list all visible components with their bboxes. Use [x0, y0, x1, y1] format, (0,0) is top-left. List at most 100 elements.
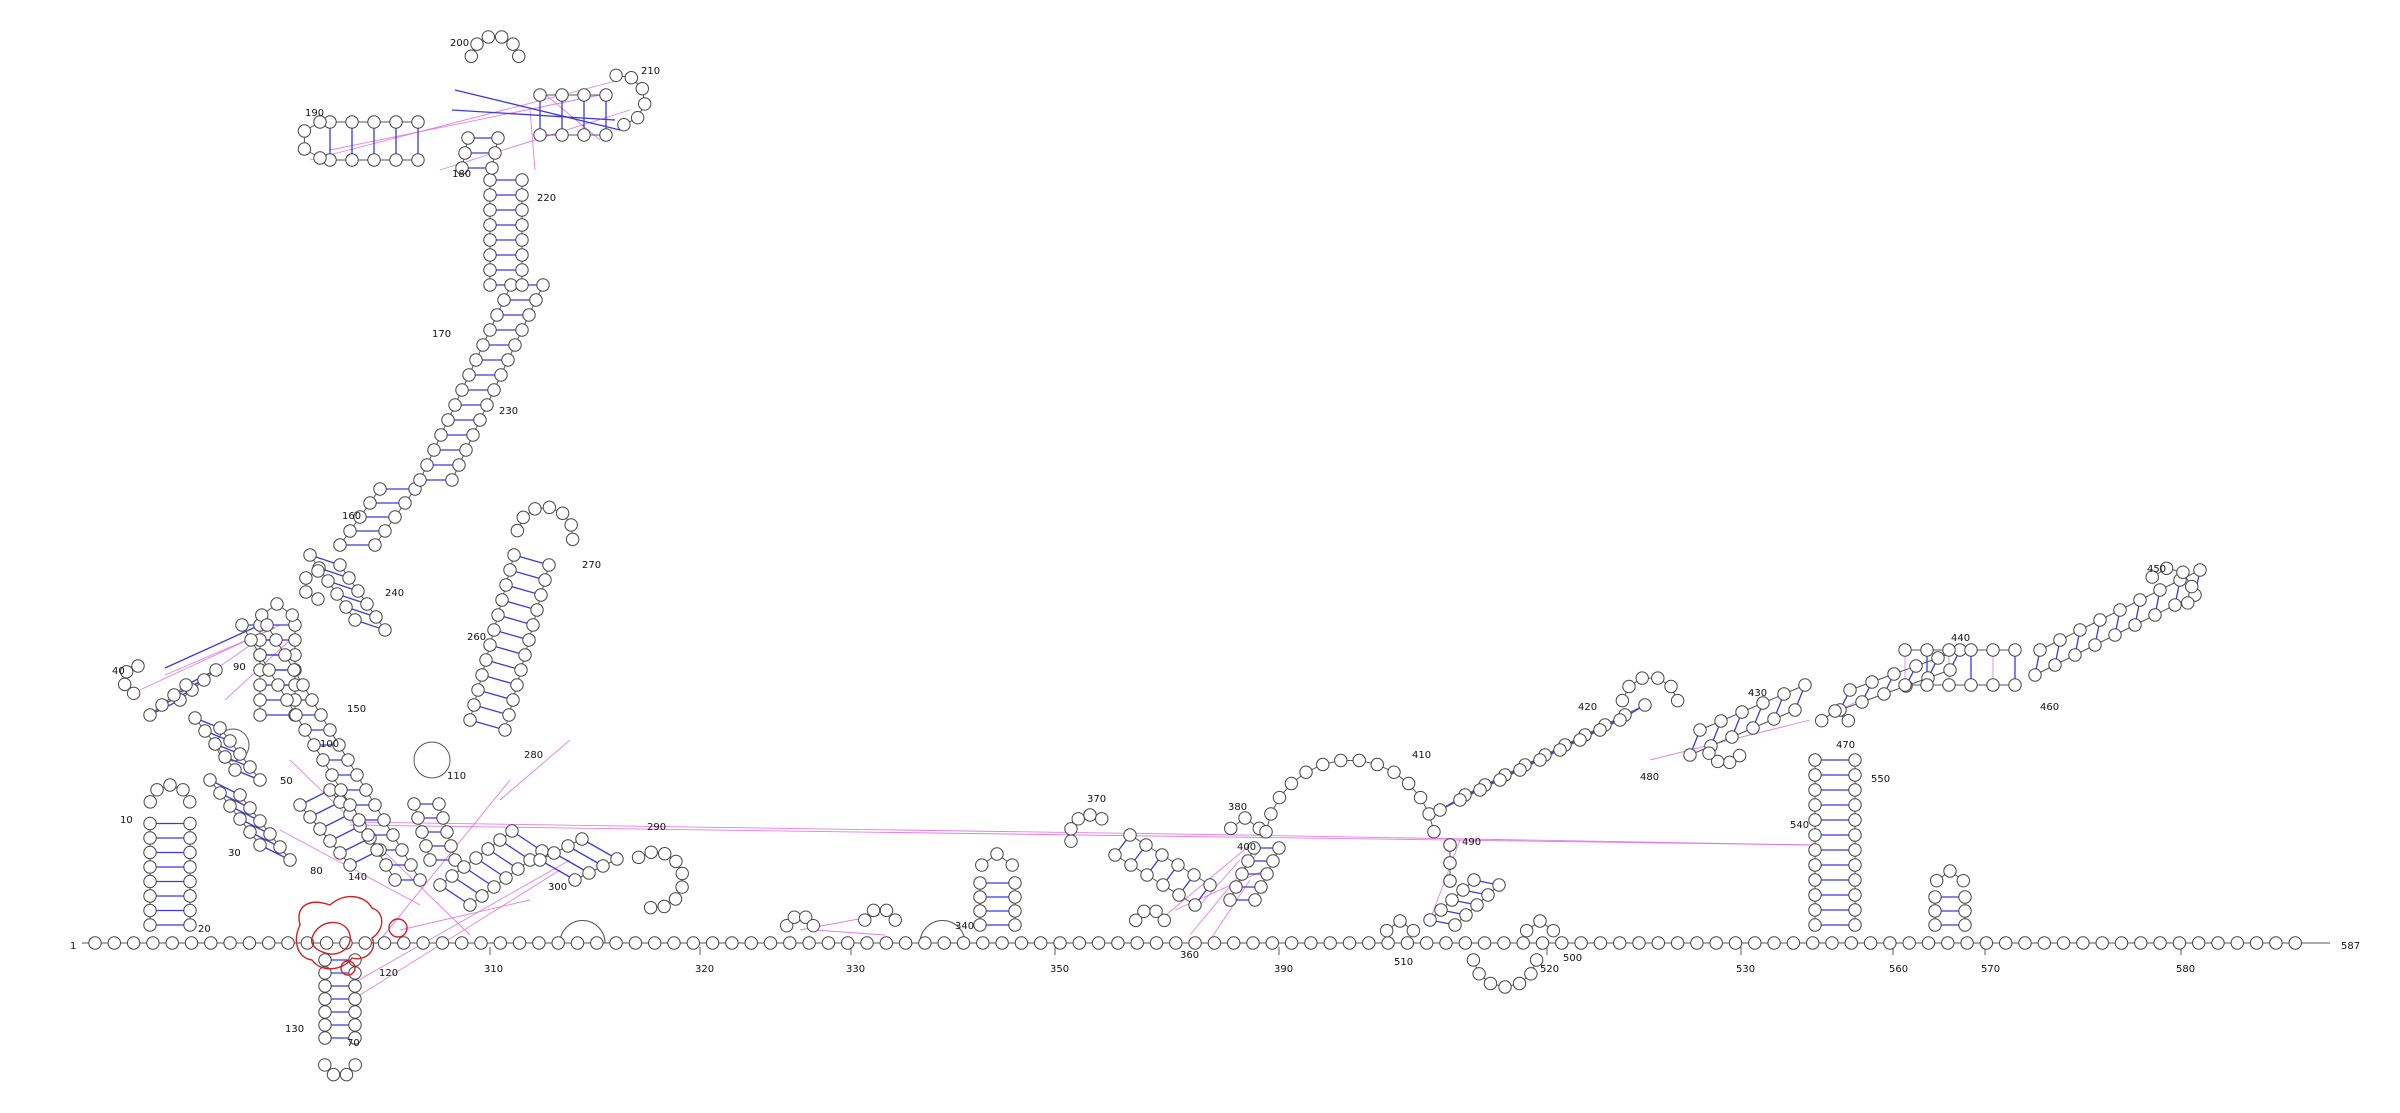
nucleotide [514, 663, 528, 677]
nucleotide [506, 693, 520, 707]
nucleotide [2128, 618, 2142, 632]
nucleotide [1246, 936, 1260, 950]
nucleotide [494, 30, 509, 44]
nucleotide [568, 873, 582, 887]
label-270: 270 [582, 560, 601, 571]
nucleotide [744, 936, 758, 950]
nucleotide [1139, 838, 1153, 852]
nucleotides [88, 30, 2302, 1082]
nucleotide [333, 846, 347, 860]
nucleotide [1746, 721, 1760, 735]
nucleotide [657, 847, 672, 861]
nucleotide [1828, 704, 1842, 718]
nucleotide [565, 532, 580, 547]
nucleotide [1187, 868, 1201, 882]
nucleotide [1352, 753, 1366, 768]
nucleotide [407, 797, 421, 811]
nucleotide [1848, 798, 1862, 812]
nucleotide [223, 936, 237, 950]
nucleotide [561, 839, 575, 853]
nucleotide [564, 518, 578, 532]
nucleotide [483, 248, 497, 262]
nucleotide [368, 798, 382, 812]
nucleotide [1728, 936, 1743, 950]
nucleotide [1931, 651, 1945, 665]
label-370: 370 [1087, 794, 1106, 805]
nucleotide [198, 724, 212, 738]
nucleotide [538, 573, 552, 587]
nucleotide [1920, 678, 1934, 692]
nucleotide [1207, 936, 1222, 950]
nucleotide [976, 936, 990, 950]
nucleotide [334, 783, 348, 797]
nucleotide [213, 721, 227, 735]
nucleotide [1928, 904, 1942, 918]
nucleotide [551, 936, 565, 950]
nucleotide [296, 678, 310, 692]
nucleotide [2056, 936, 2071, 950]
nucleotide [1942, 678, 1956, 692]
nucleotide [348, 613, 362, 627]
nucleotide [487, 880, 501, 894]
nucleotide [529, 293, 543, 307]
label-420: 420 [1578, 702, 1597, 713]
nucleotide [1690, 936, 1704, 950]
label-260: 260 [467, 632, 486, 643]
nucleotide [348, 1018, 362, 1032]
nucleotide [1493, 773, 1507, 787]
nucleotide [1732, 748, 1747, 763]
nucleotide [1334, 753, 1348, 768]
nucleotide [448, 398, 462, 412]
nucleotide [1248, 893, 1262, 907]
nucleotide [1877, 687, 1891, 701]
nucleotide [1920, 643, 1934, 657]
nucleotide [448, 853, 462, 867]
nucleotide [1130, 936, 1144, 950]
nucleotide [341, 753, 355, 767]
nucleotide [1481, 888, 1495, 902]
nucleotide [515, 323, 529, 337]
nucleotide [389, 115, 403, 129]
nucleotide [2185, 579, 2199, 594]
nucleotide [995, 936, 1009, 950]
nucleotide [2176, 565, 2190, 579]
nucleotide [281, 936, 295, 950]
nucleotide [117, 677, 132, 692]
nucleotide [411, 811, 425, 825]
nucleotide [278, 648, 292, 662]
nucleotide [1137, 904, 1151, 918]
nucleotide [510, 678, 524, 692]
label-150: 150 [347, 704, 366, 715]
nucleotide [582, 866, 596, 880]
nucleotide [1241, 854, 1255, 868]
nucleotide [378, 623, 392, 637]
nucleotide [1433, 803, 1447, 817]
nucleotide [183, 874, 197, 889]
nucleotide [475, 889, 489, 903]
nucleotide [270, 597, 284, 611]
label-120: 120 [379, 968, 398, 979]
nucleotide [2181, 596, 2195, 610]
nucleotide [705, 936, 720, 950]
nucleotide [1710, 754, 1725, 769]
nucleotide [1593, 936, 1608, 950]
nucleotide [1808, 753, 1822, 767]
nucleotide [2153, 583, 2167, 597]
base-pair [553, 852, 590, 874]
nucleotide [1379, 923, 1394, 938]
label-210: 210 [641, 66, 660, 77]
label-587: 587 [2341, 941, 2360, 952]
nucleotide [2153, 936, 2167, 950]
nucleotide [415, 825, 429, 839]
nucleotide [555, 88, 569, 102]
nucleotide [631, 850, 646, 865]
nucleotide [444, 839, 458, 853]
nucleotide [1265, 936, 1280, 950]
label-200: 200 [450, 38, 469, 49]
nucleotide [1632, 936, 1646, 950]
nucleotide [423, 853, 437, 867]
nucleotide [1613, 936, 1627, 950]
nucleotide [455, 161, 469, 175]
nucleotide [570, 936, 585, 950]
label-380: 380 [1228, 802, 1247, 813]
